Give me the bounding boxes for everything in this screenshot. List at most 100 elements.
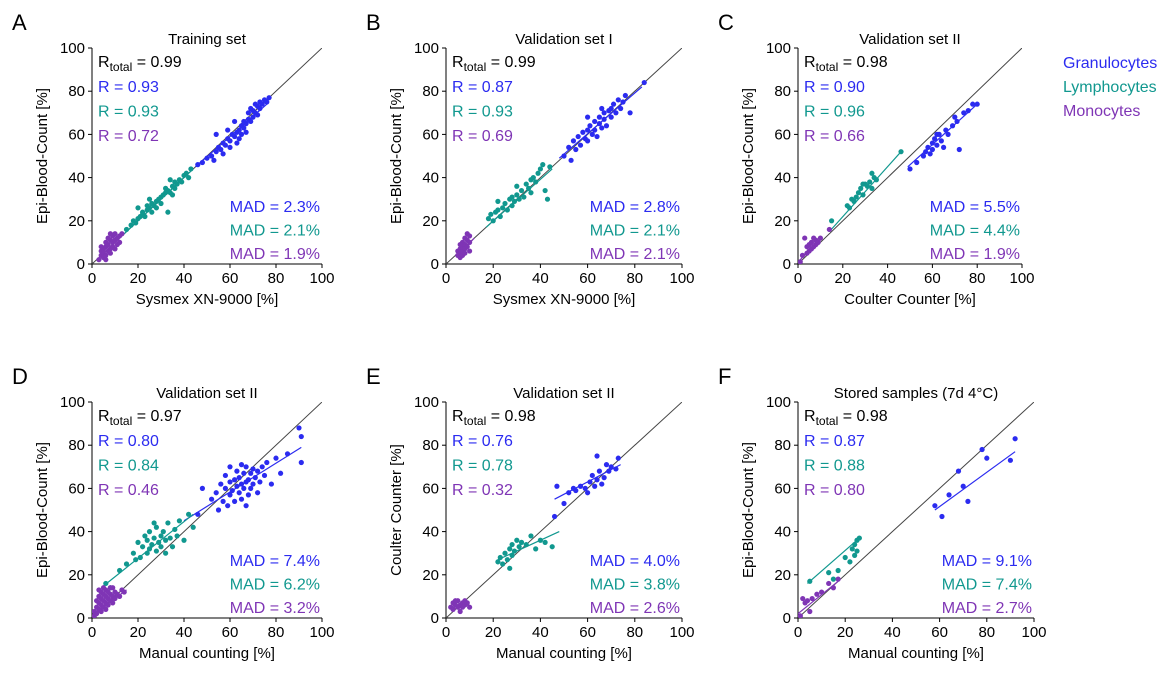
data-point <box>952 114 958 120</box>
data-point <box>514 537 520 543</box>
mad-stat-lymphocytes: MAD = 2.1% <box>590 223 680 240</box>
x-tick-label: 0 <box>794 624 802 641</box>
y-tick-label: 0 <box>783 610 791 627</box>
data-point <box>98 244 104 250</box>
x-tick-label: 60 <box>222 624 239 641</box>
x-axis-label: Coulter Counter [%] <box>844 291 976 308</box>
data-point <box>241 125 247 131</box>
data-point <box>112 231 118 237</box>
mad-stat-monocytes: MAD = 3.2% <box>230 600 320 617</box>
mad-stat-monocytes: MAD = 2.6% <box>590 600 680 617</box>
data-point <box>549 544 555 550</box>
data-point <box>243 129 249 135</box>
data-point <box>809 595 815 602</box>
x-tick-label: 100 <box>1009 270 1034 287</box>
x-tick-label: 80 <box>268 624 285 641</box>
r-symbol: R <box>452 408 464 425</box>
data-point <box>507 565 513 571</box>
data-point <box>181 537 187 543</box>
data-point <box>485 216 492 222</box>
series-lymphocytes <box>495 531 560 571</box>
plot-area <box>92 48 322 264</box>
axes: 00 20 20 40 40 60 60 80 80 100 100 <box>414 394 695 641</box>
panel-letter: F <box>718 364 731 389</box>
data-point <box>153 524 159 530</box>
data-point <box>232 498 238 504</box>
data-point <box>153 205 159 211</box>
x-tick-label: 40 <box>532 624 549 641</box>
data-point <box>167 535 173 541</box>
data-point <box>507 546 513 552</box>
series-monocytes <box>455 231 475 261</box>
data-point <box>518 539 525 546</box>
r-stat-lymphocytes: R = 0.93 <box>452 104 513 121</box>
r-symbol: R <box>452 54 464 71</box>
data-point <box>151 535 157 541</box>
data-point <box>160 529 166 535</box>
x-tick-label: 0 <box>88 624 96 641</box>
data-point <box>236 136 242 142</box>
plot-area <box>798 48 1022 264</box>
x-tick-label: 20 <box>485 270 502 287</box>
data-point <box>804 598 811 604</box>
r-stat-lymphocytes: R = 0.78 <box>452 458 513 475</box>
y-tick-label: 20 <box>68 213 85 230</box>
y-tick-label: 60 <box>774 126 791 143</box>
x-tick-label: 0 <box>442 270 450 287</box>
r-stat-lymphocytes: R = 0.96 <box>804 104 865 121</box>
r-stat-granulocytes: R = 0.93 <box>98 79 159 96</box>
x-tick-label: 40 <box>532 270 549 287</box>
mad-stat-granulocytes: MAD = 9.1% <box>942 553 1032 570</box>
data-point <box>830 576 837 582</box>
y-tick-label: 60 <box>68 126 85 143</box>
data-point <box>169 544 176 550</box>
mad-stat-granulocytes: MAD = 5.5% <box>930 199 1020 216</box>
data-point <box>858 185 864 191</box>
r-stat-granulocytes: R = 0.87 <box>452 79 513 96</box>
r-stat-granulocytes: R = 0.76 <box>452 433 513 450</box>
panel-a: A Training set 00 20 20 40 40 60 60 80 80 100 100 Sys… <box>12 10 335 308</box>
y-tick-label: 20 <box>68 567 85 584</box>
r-total-stat: Rtotal = 0.99 <box>98 54 182 74</box>
data-point <box>117 593 123 600</box>
data-point <box>589 472 595 479</box>
axes: 00 20 20 40 40 60 60 80 80 100 100 <box>60 40 335 287</box>
data-point <box>167 177 173 183</box>
data-point <box>218 146 224 153</box>
y-tick-label: 20 <box>774 213 791 230</box>
data-point <box>849 546 855 552</box>
r-stat-monocytes: R = 0.72 <box>98 128 159 145</box>
data-point <box>232 133 238 140</box>
x-tick-label: 60 <box>222 270 239 287</box>
data-point <box>165 520 171 526</box>
y-axis-label: Epi-Blood-Count [%] <box>740 442 757 578</box>
data-point <box>243 464 249 470</box>
data-point <box>140 544 146 550</box>
data-point <box>826 570 832 576</box>
data-point <box>934 131 940 137</box>
data-point <box>243 121 249 127</box>
data-point <box>105 241 111 248</box>
data-point <box>535 170 541 176</box>
fit-line <box>450 604 470 608</box>
x-tick-label: 60 <box>579 270 596 287</box>
data-point <box>103 606 109 612</box>
fit-line <box>907 103 978 168</box>
data-point <box>250 481 256 487</box>
data-point <box>867 179 873 185</box>
data-point <box>608 114 614 120</box>
data-point <box>227 479 233 485</box>
data-point <box>135 539 141 546</box>
series-monocytes <box>798 576 841 618</box>
r-stat-monocytes: R = 0.32 <box>452 482 513 499</box>
fit-line <box>497 531 560 561</box>
data-point <box>599 105 605 112</box>
x-tick-label: 100 <box>669 624 694 641</box>
data-point <box>135 205 141 211</box>
x-tick-label: 100 <box>309 624 334 641</box>
x-tick-label: 40 <box>176 270 193 287</box>
data-point <box>934 142 940 148</box>
x-tick-label: 80 <box>268 270 285 287</box>
data-point <box>220 151 226 157</box>
data-point <box>938 138 944 144</box>
